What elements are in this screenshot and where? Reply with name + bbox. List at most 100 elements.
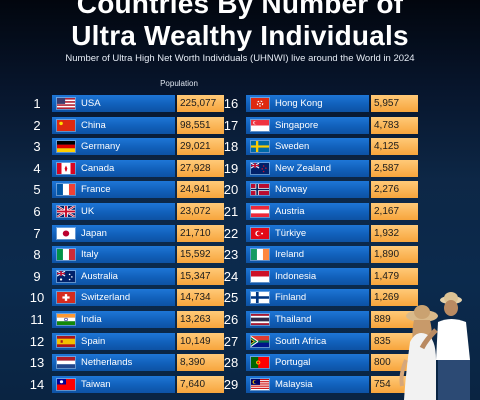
flag-in-icon	[56, 312, 76, 326]
country-bar: Taiwan	[52, 375, 175, 393]
flag-id-icon	[250, 269, 270, 283]
rank-number: 24	[223, 268, 239, 284]
flag-ch-icon	[56, 291, 76, 305]
value-label: 4,125	[374, 141, 400, 153]
rank-number: 19	[223, 160, 239, 176]
flag-tr-icon	[250, 226, 270, 240]
rank-number: 8	[33, 247, 41, 263]
country-name: Ireland	[275, 249, 305, 261]
column-header-population: Population	[160, 79, 198, 88]
country-bar: Finland	[246, 289, 369, 307]
value-bar: 27,928	[177, 159, 224, 177]
rank-number: 25	[223, 290, 239, 306]
country-name: Finland	[275, 292, 307, 304]
rank-number: 13	[29, 355, 45, 371]
rank-number: 7	[33, 225, 41, 241]
value-bar: 2,276	[371, 181, 418, 199]
value-label: 835	[374, 335, 391, 347]
country-bar: Germany	[52, 138, 175, 156]
rank-number: 12	[29, 333, 45, 349]
value-label: 2,276	[374, 184, 400, 196]
flag-za-icon	[250, 334, 270, 348]
country-bar: Norway	[246, 181, 369, 199]
rank-number: 2	[33, 117, 41, 133]
country-bar: Japan	[52, 224, 175, 242]
page-subtitle: Number of Ultra High Net Worth Individua…	[65, 53, 415, 64]
value-label: 889	[374, 313, 391, 325]
country-name: Singapore	[275, 119, 319, 131]
country-name: USA	[81, 98, 101, 109]
country-bar: Indonesia	[246, 267, 369, 285]
flag-de-icon	[56, 140, 76, 154]
value-label: 21,710	[180, 227, 211, 239]
country-name: Netherlands	[81, 357, 133, 369]
value-bar: 5,957	[371, 95, 418, 112]
value-label: 1,269	[374, 292, 400, 304]
rank-number: 9	[33, 268, 41, 284]
flag-no-icon	[250, 183, 270, 197]
flag-ca-icon	[56, 161, 76, 175]
country-name: Malaysia	[275, 378, 313, 390]
value-label: 1,890	[374, 249, 400, 261]
value-label: 5,957	[374, 98, 400, 109]
rank-number: 1	[33, 96, 41, 111]
value-label: 13,263	[180, 313, 211, 325]
country-name: Sweden	[275, 141, 310, 153]
value-label: 23,072	[180, 205, 211, 217]
country-name: Hong Kong	[275, 98, 323, 109]
value-label: 1,479	[374, 270, 400, 282]
rank-number: 11	[30, 311, 44, 327]
country-name: Spain	[81, 335, 106, 347]
rank-number: 23	[223, 247, 239, 263]
country-bar: India	[52, 310, 175, 328]
rank-number: 3	[33, 139, 41, 155]
value-bar: 14,734	[177, 289, 224, 307]
country-name: Türkiye	[275, 227, 307, 239]
rank-number: 28	[223, 355, 239, 371]
value-label: 2,167	[374, 205, 400, 217]
rank-number: 18	[223, 139, 239, 155]
country-bar: Sweden	[246, 138, 369, 156]
page-title-line-2: Ultra Wealthy Individuals	[71, 20, 409, 51]
value-label: 10,149	[180, 335, 211, 347]
country-bar: Malaysia	[246, 375, 369, 393]
flag-it-icon	[56, 248, 76, 262]
country-bar: France	[52, 181, 175, 199]
value-bar: 2,587	[371, 159, 418, 177]
country-name: UK	[81, 205, 95, 217]
value-bar: 1,890	[371, 246, 418, 264]
value-bar: 2,167	[371, 202, 418, 220]
flag-fi-icon	[250, 291, 270, 305]
country-bar: Spain	[52, 332, 175, 350]
country-bar: Hong Kong	[246, 95, 369, 112]
value-bar: 98,551	[177, 116, 224, 134]
country-bar: Singapore	[246, 116, 369, 134]
value-label: 4,783	[374, 119, 400, 131]
value-label: 800	[374, 357, 391, 369]
flag-at-icon	[250, 204, 270, 218]
rank-number: 27	[223, 333, 239, 349]
value-label: 7,640	[180, 378, 206, 390]
country-bar: Portugal	[246, 354, 369, 372]
country-name: Thailand	[275, 313, 312, 325]
value-label: 15,347	[180, 270, 211, 282]
country-bar: Switzerland	[52, 289, 175, 307]
rank-number: 20	[223, 182, 239, 198]
country-bar: China	[52, 116, 175, 134]
value-label: 29,021	[180, 141, 211, 153]
value-bar: 1,269	[371, 289, 418, 307]
country-bar: Canada	[52, 159, 175, 177]
country-name: New Zealand	[275, 162, 331, 174]
country-bar: Ireland	[246, 246, 369, 264]
rank-number: 6	[33, 203, 41, 219]
flag-nz-icon	[250, 161, 270, 175]
value-bar: 21,710	[177, 224, 224, 242]
value-bar: 835	[371, 332, 418, 350]
flag-es-icon	[56, 334, 76, 348]
value-label: 754	[374, 378, 391, 390]
flag-cn-icon	[56, 118, 76, 132]
value-bar: 1,932	[371, 224, 418, 242]
flag-au-icon	[56, 269, 76, 283]
country-name: Germany	[81, 141, 121, 153]
value-label: 14,734	[180, 292, 211, 304]
